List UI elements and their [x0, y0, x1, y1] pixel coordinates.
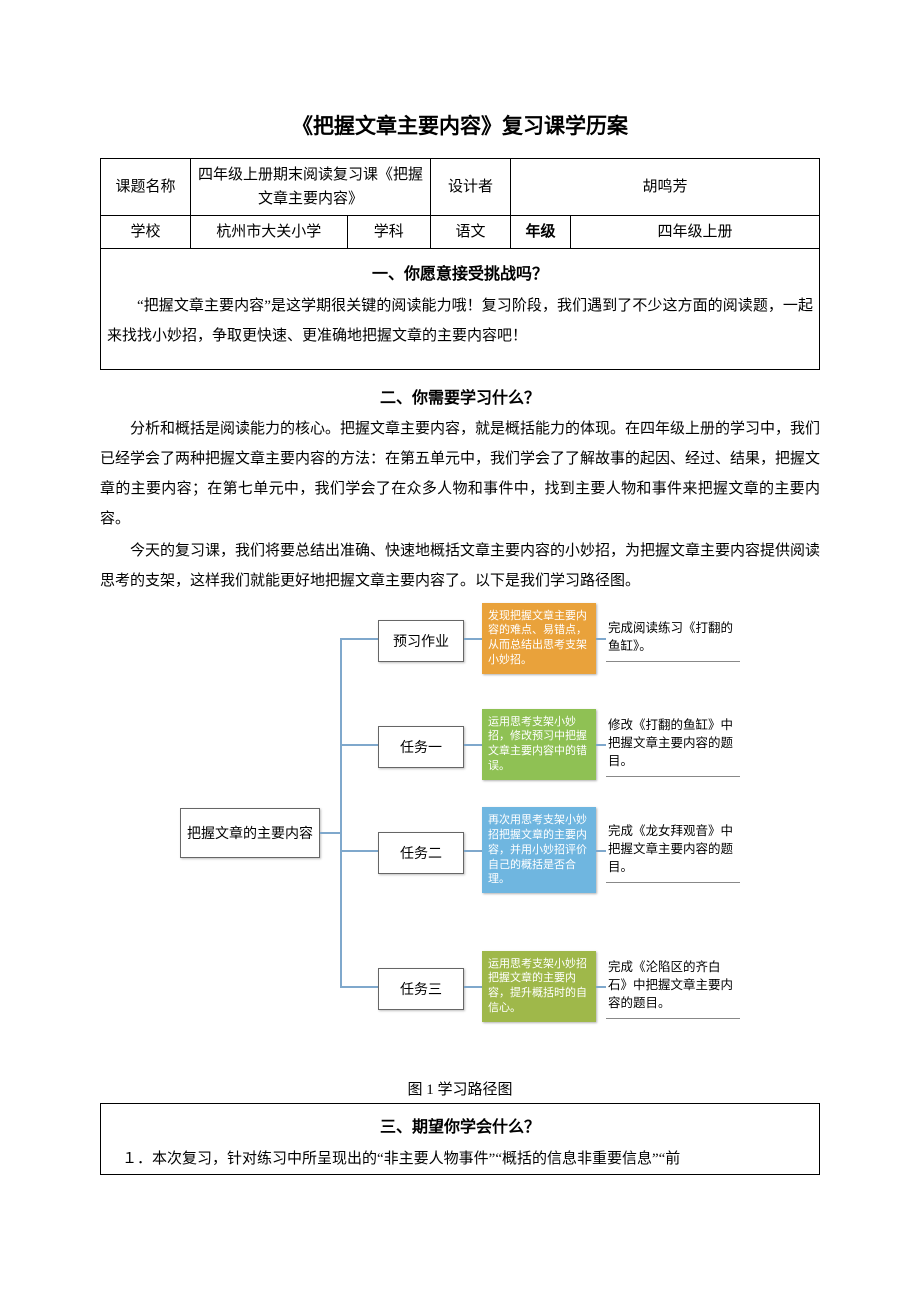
flow-connector	[464, 744, 482, 746]
value-subject: 语文	[431, 216, 511, 249]
label-grade: 年级	[511, 216, 571, 249]
flow-step: 任务三	[378, 968, 464, 1010]
flow-branch-line	[340, 638, 378, 640]
flow-connector	[596, 850, 606, 852]
flow-branch-line	[340, 986, 378, 988]
info-table: 课题名称 四年级上册期末阅读复习课《把握文章主要内容》 设计者 胡鸣芳 学校 杭…	[100, 158, 820, 249]
section-3-item1: １．本次复习，针对练习中所呈现出的“非主要人物事件”“概括的信息非重要信息”“前	[107, 1144, 813, 1174]
flow-connector	[464, 986, 482, 988]
section-3-title: 三、期望你学会什么？	[107, 1112, 813, 1144]
label-designer: 设计者	[431, 159, 511, 216]
label-topic: 课题名称	[101, 159, 191, 216]
flow-caption: 图 1 学习路径图	[100, 1078, 820, 1099]
flow-output: 修改《打翻的鱼缸》中把握文章主要内容的题目。	[606, 712, 740, 777]
flow-branch-line	[340, 744, 378, 746]
value-grade: 四年级上册	[571, 216, 820, 249]
flow-connector	[464, 850, 482, 852]
section-1-box: 一、你愿意接受挑战吗？ “把握文章主要内容”是这学期很关键的阅读能力哦！复习阶段…	[100, 249, 820, 370]
section-3-box: 三、期望你学会什么？ １．本次复习，针对练习中所呈现出的“非主要人物事件”“概括…	[100, 1103, 820, 1175]
document-title: 《把握文章主要内容》复习课学历案	[100, 110, 820, 140]
flow-step: 任务二	[378, 832, 464, 874]
value-topic: 四年级上册期末阅读复习课《把握文章主要内容》	[191, 159, 431, 216]
section-2-title: 二、你需要学习什么？	[100, 384, 820, 408]
section-1-title: 一、你愿意接受挑战吗？	[107, 259, 813, 291]
flow-output: 完成阅读练习《打翻的鱼缸》。	[606, 615, 740, 662]
flowchart: 把握文章的主要内容 预习作业发现把握文章主要内容的难点、易错点，从而总结出思考支…	[180, 614, 740, 1074]
flow-output: 完成《沦陷区的齐白石》中把握文章主要内容的题目。	[606, 954, 740, 1019]
section-2-para2: 今天的复习课，我们将要总结出准确、快速地概括文章主要内容的小妙招，为把握文章主要…	[100, 536, 820, 596]
flow-branch-line	[340, 850, 378, 852]
flow-root: 把握文章的主要内容	[180, 808, 320, 858]
label-school: 学校	[101, 216, 191, 249]
flow-step: 任务一	[378, 726, 464, 768]
flow-connector	[464, 638, 482, 640]
flow-note: 再次用思考支架小妙招把握文章的主要内容，并用小妙招评价自己的概括是否合理。	[482, 807, 596, 893]
label-subject: 学科	[347, 216, 430, 249]
flow-step: 预习作业	[378, 620, 464, 662]
value-school: 杭州市大关小学	[191, 216, 348, 249]
flow-connector	[596, 638, 606, 640]
section-1-para: “把握文章主要内容”是这学期很关键的阅读能力哦！复习阶段，我们遇到了不少这方面的…	[107, 291, 813, 351]
flow-bracket	[340, 638, 342, 986]
flow-note: 运用思考支架小妙招把握文章的主要内容，提升概括时的自信心。	[482, 951, 596, 1022]
flow-note: 运用思考支架小妙招，修改预习中把握文章主要内容中的错误。	[482, 709, 596, 780]
value-designer: 胡鸣芳	[511, 159, 820, 216]
flow-connector	[596, 744, 606, 746]
flow-connector	[596, 986, 606, 988]
flow-note: 发现把握文章主要内容的难点、易错点，从而总结出思考支架小妙招。	[482, 603, 596, 674]
document-page: 《把握文章主要内容》复习课学历案 课题名称 四年级上册期末阅读复习课《把握文章主…	[0, 0, 920, 1215]
flow-bracket-stem	[320, 832, 340, 834]
section-2: 二、你需要学习什么？ 分析和概括是阅读能力的核心。把握文章主要内容，就是概括能力…	[100, 384, 820, 1099]
flow-output: 完成《龙女拜观音》中把握文章主要内容的题目。	[606, 818, 740, 883]
section-2-para1: 分析和概括是阅读能力的核心。把握文章主要内容，就是概括能力的体现。在四年级上册的…	[100, 414, 820, 534]
